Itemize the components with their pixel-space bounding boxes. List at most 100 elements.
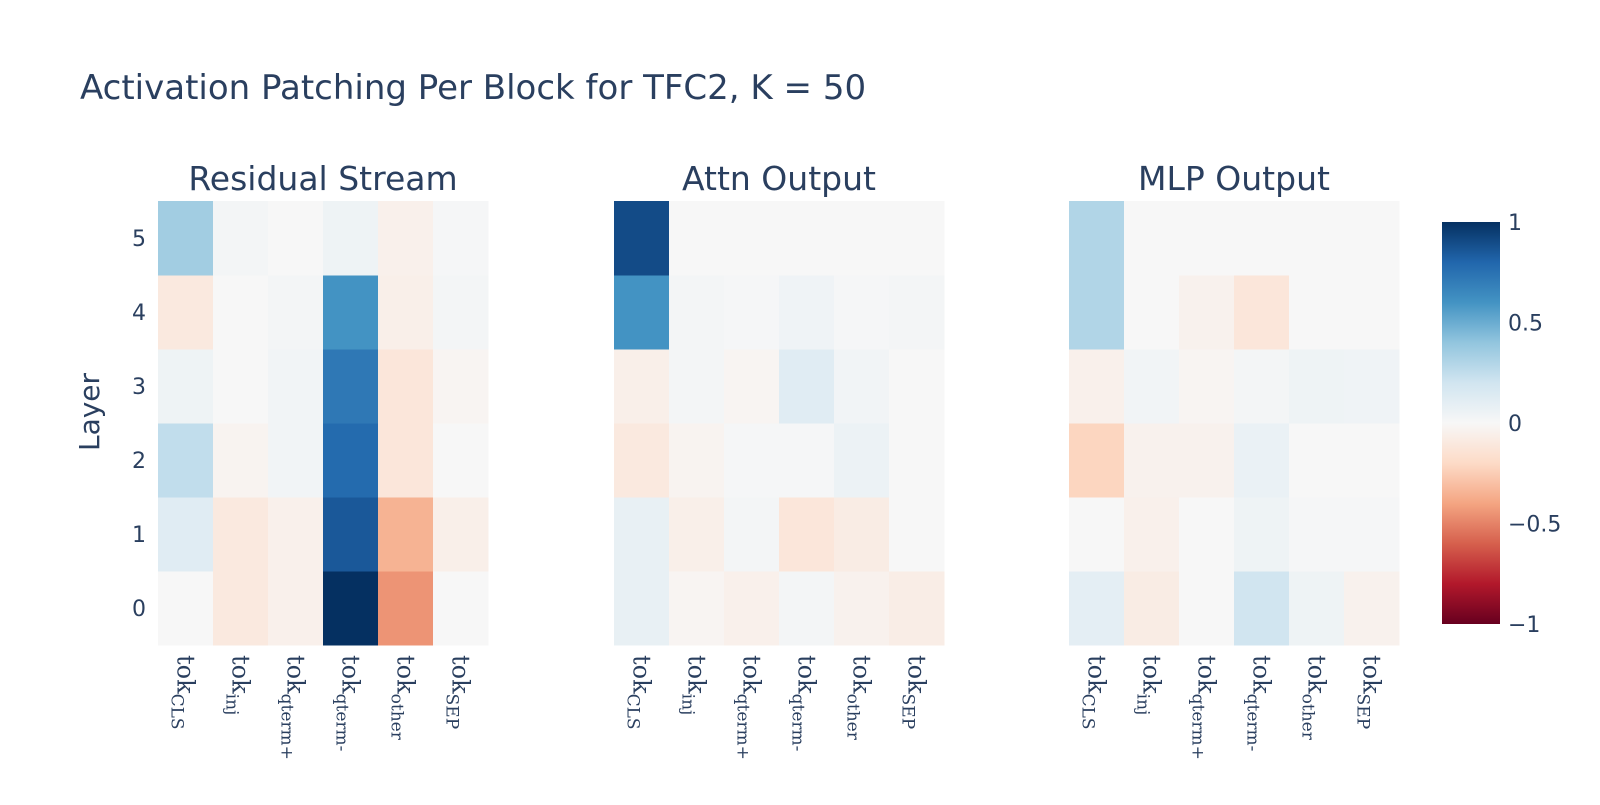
- heatmap-cell: [1344, 201, 1400, 276]
- heatmap-cell: [779, 275, 835, 350]
- heatmap-cell: [1344, 423, 1400, 498]
- heatmap-cell: [614, 275, 670, 350]
- heatmap-cell: [378, 275, 434, 350]
- heatmap-cell: [1289, 275, 1345, 350]
- heatmap-cell: [889, 423, 945, 498]
- heatmap-cell: [1234, 423, 1290, 498]
- x-tick-label: tokother: [387, 655, 420, 741]
- heatmap-cell: [1124, 275, 1180, 350]
- heatmap-cell: [834, 571, 890, 646]
- heatmap-cell: [1069, 423, 1125, 498]
- heatmap-cell: [834, 497, 890, 572]
- heatmap-cell: [669, 571, 725, 646]
- x-tick-label: tokinj: [222, 655, 255, 715]
- heatmap-cell: [1289, 497, 1345, 572]
- heatmap-cell: [724, 571, 780, 646]
- x-tick-label: tokSEP: [1353, 655, 1386, 729]
- heatmap-cell: [724, 275, 780, 350]
- heatmap-cell: [433, 497, 489, 572]
- heatmap-cell: [834, 349, 890, 424]
- heatmap-cell: [213, 349, 269, 424]
- heatmap-cell: [378, 349, 434, 424]
- heatmap-cell: [614, 423, 670, 498]
- y-tick-label: 4: [132, 301, 146, 326]
- heatmap-cell: [889, 349, 945, 424]
- panel-title: Residual Stream: [188, 159, 457, 198]
- y-tick-label: 3: [132, 375, 146, 400]
- heatmap-cell: [1234, 201, 1290, 276]
- y-tick-label: 2: [132, 449, 146, 474]
- x-tick-label: tokqterm+: [733, 655, 766, 760]
- heatmap-cell: [433, 349, 489, 424]
- heatmap-cell: [323, 497, 379, 572]
- heatmap-cell: [1234, 349, 1290, 424]
- x-tick-label: tokCLS: [167, 655, 200, 730]
- heatmap-cell: [1124, 497, 1180, 572]
- heatmap-cell: [614, 497, 670, 572]
- heatmap-cell: [1344, 571, 1400, 646]
- heatmap-cell: [1289, 349, 1345, 424]
- heatmap-cell: [669, 275, 725, 350]
- colorbar: 1 0.5 0 −0.5 −1: [1442, 211, 1561, 638]
- heatmap-cell: [614, 201, 670, 276]
- x-tick-label: tokqterm-: [1243, 655, 1276, 751]
- heatmap-cell: [268, 275, 324, 350]
- heatmap-cell: [1179, 571, 1235, 646]
- heatmap-cell: [1179, 201, 1235, 276]
- heatmap-cell: [889, 497, 945, 572]
- y-axis-title: Layer: [73, 372, 106, 451]
- chart-title: Activation Patching Per Block for TFC2, …: [80, 68, 866, 108]
- y-tick-label: 0: [132, 597, 146, 622]
- colorbar-tick-label: 0.5: [1508, 312, 1543, 337]
- heatmap-cell: [889, 275, 945, 350]
- heatmap-cell: [724, 423, 780, 498]
- heatmap-cell: [158, 201, 214, 276]
- heatmap-cell: [614, 571, 670, 646]
- heatmap-cell: [1124, 349, 1180, 424]
- colorbar-tick-label: −1: [1508, 613, 1540, 638]
- heatmap-cell: [1124, 571, 1180, 646]
- x-tick-label: tokinj: [1133, 655, 1166, 715]
- colorbar-scale: [1442, 222, 1500, 624]
- heatmap-cell: [378, 201, 434, 276]
- heatmap-cell: [1179, 497, 1235, 572]
- x-tick-label: tokqterm+: [277, 655, 310, 760]
- colorbar-tick-label: −0.5: [1508, 513, 1561, 538]
- heatmap-panel-1: Residual Stream 0 1 2 3 4 5 tokCLS tokinj tokqter…: [132, 159, 489, 760]
- x-tick-label: tokqterm-: [788, 655, 821, 751]
- heatmap-panel-2: Attn Output tokCLS tokinj tokqterm+ tokqterm…: [614, 159, 945, 760]
- heatmap-panel-3: MLP Output tokCLS tokinj tokqterm+ tokqterm-…: [1069, 159, 1400, 760]
- heatmap-cell: [1344, 349, 1400, 424]
- colorbar-tick-label: 1: [1508, 211, 1522, 236]
- heatmap-cell: [213, 275, 269, 350]
- heatmap-cell: [323, 201, 379, 276]
- heatmap-cell: [834, 423, 890, 498]
- heatmap-cell: [779, 497, 835, 572]
- heatmap-cell: [268, 423, 324, 498]
- heatmap-cell: [669, 349, 725, 424]
- x-tick-label: tokqterm-: [332, 655, 365, 751]
- heatmap-cell: [323, 571, 379, 646]
- heatmap-cell: [1344, 275, 1400, 350]
- heatmap-cell: [433, 571, 489, 646]
- x-tick-label: tokother: [1298, 655, 1331, 741]
- heatmap-cell: [1069, 571, 1125, 646]
- heatmap-cell: [1289, 201, 1345, 276]
- heatmap-cell: [724, 201, 780, 276]
- heatmap-cell: [158, 275, 214, 350]
- heatmap-cell: [158, 349, 214, 424]
- heatmap-cell: [158, 571, 214, 646]
- heatmap-cell: [323, 275, 379, 350]
- heatmap-cell: [834, 201, 890, 276]
- heatmap-cell: [323, 423, 379, 498]
- heatmap-cell: [378, 497, 434, 572]
- heatmap-panels: Residual Stream 0 1 2 3 4 5 tokCLS tokinj tokqter…: [132, 159, 1400, 760]
- heatmap-cell: [669, 497, 725, 572]
- heatmap-cell: [779, 201, 835, 276]
- colorbar-tick-label: 0: [1508, 412, 1522, 437]
- x-tick-label: tokCLS: [623, 655, 656, 730]
- heatmap-cell: [1069, 201, 1125, 276]
- heatmap-cell: [323, 349, 379, 424]
- heatmap-cell: [433, 201, 489, 276]
- heatmap-cell: [834, 275, 890, 350]
